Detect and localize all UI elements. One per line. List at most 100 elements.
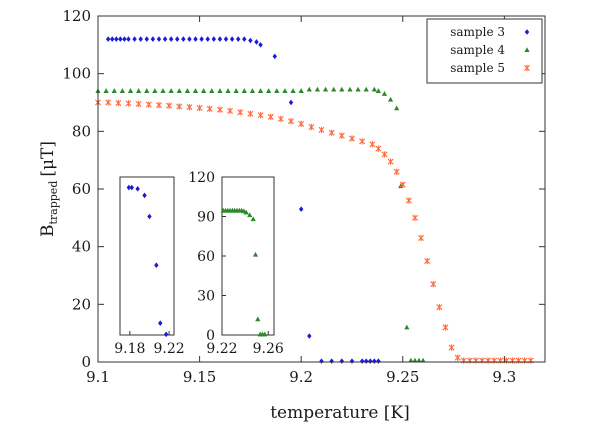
main-sample-5-point (381, 151, 388, 158)
legend-marker-sample-5 (524, 64, 530, 72)
inset1-sample-3-point (154, 262, 159, 269)
inset1-sample-3-point (147, 213, 152, 220)
main-sample-3-point (187, 36, 192, 42)
main-y-tick-label: 60 (72, 180, 91, 198)
inset2-y-tick-label: 30 (197, 289, 215, 305)
main-sample-5-point (399, 181, 406, 188)
inset2-sample-4-point (255, 316, 261, 322)
legend-box (426, 18, 543, 84)
main-sample-3-point (368, 358, 373, 364)
main-sample-4-point (127, 88, 134, 93)
main-sample-4-point (298, 88, 304, 93)
main-sample-5-point (387, 158, 394, 165)
inset-2-tick-layer: 9.22 9.26 0 30 60 90 120 (188, 170, 284, 357)
main-sample-4-point (363, 86, 369, 92)
main-sample-4-point (282, 88, 288, 93)
main-sample-5-point (135, 100, 142, 108)
main-sample-5-point (460, 357, 467, 364)
main-sample-3-point (223, 36, 229, 42)
inset1-sample-3-point (163, 331, 169, 338)
main-sample-5-point (145, 101, 152, 108)
main-sample-3-point (298, 206, 304, 212)
main-sample-3-point (144, 36, 149, 42)
main-sample-5-point (298, 120, 305, 128)
main-sample-5-point (369, 141, 376, 148)
main-sample-5-point (186, 103, 193, 111)
main-sample-4-point (192, 88, 199, 93)
main-sample-4-point (322, 86, 329, 92)
main-sample-3-point (258, 42, 263, 48)
main-sample-5-point (166, 102, 173, 109)
main-sample-5-point (515, 357, 522, 364)
main-sample-3-point (118, 36, 123, 42)
main-sample-3-point (193, 36, 198, 42)
main-sample-3-point (114, 36, 119, 42)
inset1-sample-3-point (126, 184, 132, 191)
legend-label-sample-5: sample 5 (450, 61, 505, 75)
inset1-sample-3-point (129, 184, 134, 191)
main-sample-5-point (318, 126, 325, 134)
main-sample-5-point (115, 99, 122, 107)
main-sample-4-point (249, 88, 256, 93)
main-sample-3-point (272, 53, 277, 60)
main-sample-5-point (375, 145, 382, 152)
main-sample-3-point (168, 36, 174, 42)
main-sample-4-point (266, 88, 272, 93)
main-sample-4-point (233, 88, 239, 93)
main-sample-4-point (290, 88, 296, 93)
main-sample-3-point (349, 358, 355, 364)
main-sample-4-point (420, 357, 426, 363)
main-sample-3-point (359, 358, 365, 364)
main-series-layer (95, 36, 534, 364)
main-sample-4-point (168, 88, 174, 93)
main-sample-3-point (105, 36, 111, 42)
main-sample-3-point (126, 36, 131, 42)
main-sample-5-point (485, 357, 492, 364)
main-sample-3-point (372, 358, 377, 364)
main-sample-5-point (491, 357, 498, 364)
inset2-y-tick-label: 90 (197, 210, 215, 226)
main-sample-5-point (497, 357, 504, 364)
main-x-tick-label: 9.3 (492, 368, 516, 386)
main-sample-5-point (288, 118, 295, 125)
inset-1-series-layer (126, 184, 169, 338)
main-sample-5-point (466, 357, 473, 364)
main-sample-4-point (241, 88, 247, 93)
y-axis-label-unit: [μT] (38, 141, 58, 177)
main-sample-5-point (125, 100, 132, 107)
main-sample-4-point (347, 86, 353, 92)
main-sample-3-point (122, 36, 127, 42)
main-sample-4-point (381, 91, 388, 96)
inset2-sample-4-point (247, 212, 253, 218)
main-sample-3-point (376, 358, 381, 364)
inset1-sample-3-point (142, 192, 147, 199)
inset2-sample-4-point (243, 209, 249, 215)
main-sample-3-point (319, 358, 324, 364)
main-sample-5-point (338, 132, 345, 139)
inset1-x-tick-label: 9.22 (154, 341, 185, 357)
main-sample-3-point (175, 36, 180, 42)
main-sample-4-point (398, 183, 404, 189)
inset-1-frame (119, 176, 175, 336)
main-sample-4-point (119, 88, 125, 93)
main-sample-3-point (199, 36, 204, 42)
inset-sample-4: 9.22 9.26 0 30 60 90 120 (188, 170, 284, 357)
legend-marker-sample-3 (524, 29, 530, 35)
main-sample-4-point (416, 357, 422, 363)
main-sample-4-point (160, 88, 166, 93)
main-sample-3-point (156, 36, 162, 42)
main-sample-5-point (393, 168, 400, 175)
inset2-sample-4-point (262, 331, 268, 337)
main-y-tick-label: 20 (72, 295, 91, 313)
main-sample-3-point (248, 37, 253, 44)
inset2-y-tick-label: 0 (206, 328, 215, 344)
main-y-tick-label: 80 (72, 122, 91, 140)
main-sample-5-point (521, 357, 528, 364)
main-sample-4-point (225, 88, 231, 93)
main-sample-5-point (448, 344, 455, 351)
main-sample-3-point (254, 39, 259, 45)
main-sample-5-point (442, 324, 449, 331)
legend-markers (524, 29, 530, 72)
legend-label-sample-3: sample 3 (450, 25, 505, 39)
